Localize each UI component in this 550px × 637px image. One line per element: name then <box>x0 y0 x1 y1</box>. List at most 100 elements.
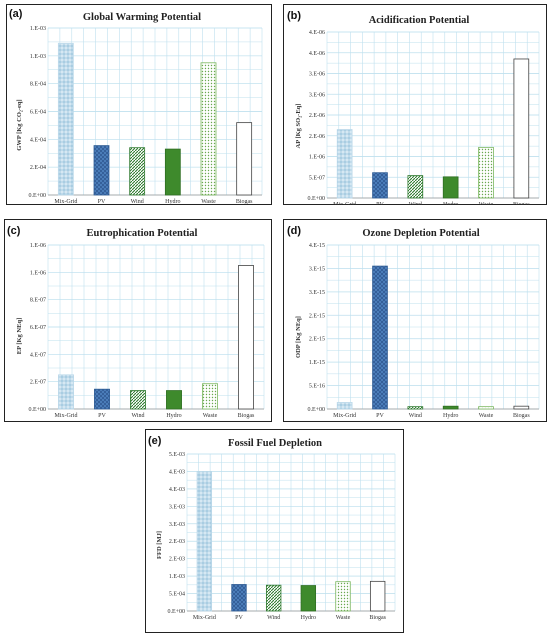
x-tick-label: Mix-Grid <box>193 615 216 621</box>
plot-area: 0.E+00 5.E-16 1.E-15 2.E-15 2.E-15 3.E-15 3.E-… <box>307 243 540 419</box>
panel-label: (b) <box>287 10 301 22</box>
plot-area: 0.E+00 2.E-07 4.E-07 6.E-07 8.E-07 1.E-06 1.E-… <box>28 243 265 419</box>
x-tick-label: Hydro <box>301 615 316 621</box>
y-axis-label: ODP [Kg NEq] <box>295 316 302 358</box>
x-tick-label: Hydro <box>443 413 458 419</box>
bar-mix-grid <box>57 42 74 196</box>
bar-mix-grid <box>336 129 353 199</box>
plot-area: 0.E+00 5.E-07 1.E-06 2.E-06 2.E-06 3.E-06 3.E-… <box>307 30 540 205</box>
x-tick-label: Waste <box>203 413 218 419</box>
y-tick-label: 1.E-03 <box>30 54 46 60</box>
bar-pv <box>372 172 388 199</box>
y-tick-label: 2.E-03 <box>169 539 185 545</box>
y-tick-label: 3.E-03 <box>169 522 185 528</box>
y-tick-label: 3.E-06 <box>309 92 325 98</box>
x-tick-label: Hydro <box>443 202 458 205</box>
bar-biogas <box>513 405 530 410</box>
y-tick-label: 4.E-03 <box>169 487 185 493</box>
panel-ap: (b) Acidification Potential AP [Kg SO₂-E… <box>283 4 547 205</box>
x-tick-label: Waste <box>479 413 494 419</box>
y-tick-label: 3.E-15 <box>309 266 325 272</box>
bar-waste <box>478 406 494 410</box>
y-tick-label: 2.E-06 <box>309 113 325 119</box>
y-tick-label: 6.E-07 <box>30 325 46 331</box>
y-tick-label: 4.E-03 <box>169 469 185 475</box>
y-tick-label: 6.E-04 <box>30 110 46 116</box>
x-tick-label: Wind <box>131 199 144 205</box>
bar-mix-grid <box>58 374 74 410</box>
chart-odp: (d) Ozone Depletion Potential ODP [Kg NE… <box>283 219 547 422</box>
chart-ap: (b) Acidification Potential AP [Kg SO₂-E… <box>283 4 547 205</box>
y-tick-label: 5.E-16 <box>309 384 325 390</box>
x-tick-label: Wind <box>409 413 422 419</box>
y-tick-label: 0.E+00 <box>28 193 46 199</box>
chart-title: Fossil Fuel Depletion <box>228 438 322 449</box>
chart-title: Acidification Potential <box>369 15 470 26</box>
y-axis-label: EP [Kg NEq] <box>16 318 23 354</box>
x-tick-label: Biogas <box>513 413 530 419</box>
y-tick-label: 0.E+00 <box>307 196 325 202</box>
panel-frame <box>283 219 547 422</box>
y-tick-label: 4.E-07 <box>30 352 46 358</box>
y-tick-label: 1.E-06 <box>309 155 325 161</box>
bar-mix-grid <box>196 471 213 612</box>
panel-odp: (d) Ozone Depletion Potential ODP [Kg NE… <box>283 219 547 422</box>
bar-pv <box>93 145 110 196</box>
bar-pv <box>231 584 247 612</box>
y-tick-label: 2.E-03 <box>169 557 185 563</box>
bar-wind <box>130 390 146 410</box>
y-axis-label: FFD [MJ] <box>156 531 163 559</box>
bar-biogas <box>369 580 386 612</box>
y-tick-label: 0.E+00 <box>167 609 185 615</box>
bar-hydro <box>442 176 459 199</box>
y-tick-label: 1.E-06 <box>30 270 46 276</box>
y-tick-label: 2.E-06 <box>309 134 325 140</box>
x-tick-label: Mix-Grid <box>333 202 356 205</box>
panel-label: (d) <box>287 225 301 237</box>
panel-frame <box>4 219 272 422</box>
bar-hydro <box>164 148 181 196</box>
x-tick-label: PV <box>98 199 106 205</box>
bar-waste <box>335 581 351 612</box>
y-tick-label: 0.E+00 <box>28 407 46 413</box>
x-tick-label: Biogas <box>236 199 253 205</box>
x-tick-label: Hydro <box>165 199 180 205</box>
bar-hydro <box>442 405 459 410</box>
x-tick-label: Wind <box>131 413 144 419</box>
y-tick-label: 1.E-15 <box>309 360 325 366</box>
x-tick-label: Biogas <box>513 202 530 205</box>
panel-label: (e) <box>148 435 162 447</box>
y-tick-label: 3.E-15 <box>309 290 325 296</box>
plot-area: 0.E+00 5.E-04 1.E-03 2.E-03 2.E-03 3.E-03 3.E-… <box>167 452 396 621</box>
bar-wind <box>265 584 282 612</box>
chart-title: Global Warming Potential <box>83 12 201 23</box>
y-tick-label: 8.E-07 <box>30 298 46 304</box>
x-tick-label: Wind <box>267 615 280 621</box>
x-tick-label: Biogas <box>369 615 386 621</box>
y-tick-label: 4.E-15 <box>309 243 325 249</box>
bar-hydro <box>166 390 182 410</box>
panel-label: (a) <box>9 8 23 20</box>
panel-gwp: (a) Global Warming Potential GWP [Kg CO₂… <box>6 4 272 205</box>
y-tick-label: 2.E-07 <box>30 380 46 386</box>
bar-hydro <box>300 585 317 612</box>
x-tick-label: PV <box>235 615 243 621</box>
x-tick-label: Waste <box>479 202 494 205</box>
y-tick-label: 3.E-03 <box>169 504 185 510</box>
y-tick-label: 2.E-15 <box>309 337 325 343</box>
bar-biogas <box>238 265 254 410</box>
plot-area: 0.E+00 2.E-04 4.E-04 6.E-04 8.E-04 1.E-03 1.E-… <box>28 26 263 205</box>
chart-gwp: (a) Global Warming Potential GWP [Kg CO₂… <box>6 4 272 205</box>
x-tick-label: PV <box>376 202 384 205</box>
y-tick-label: 2.E-15 <box>309 313 325 319</box>
x-tick-label: Waste <box>336 615 351 621</box>
bar-waste <box>202 383 218 410</box>
bar-wind <box>407 406 424 410</box>
bar-biogas <box>236 122 253 196</box>
bar-mix-grid <box>336 402 353 410</box>
x-tick-label: Mix-Grid <box>54 199 77 205</box>
bar-waste <box>478 146 494 199</box>
y-tick-label: 4.E-04 <box>30 137 46 143</box>
bar-waste <box>200 62 217 196</box>
bar-biogas <box>513 58 530 199</box>
